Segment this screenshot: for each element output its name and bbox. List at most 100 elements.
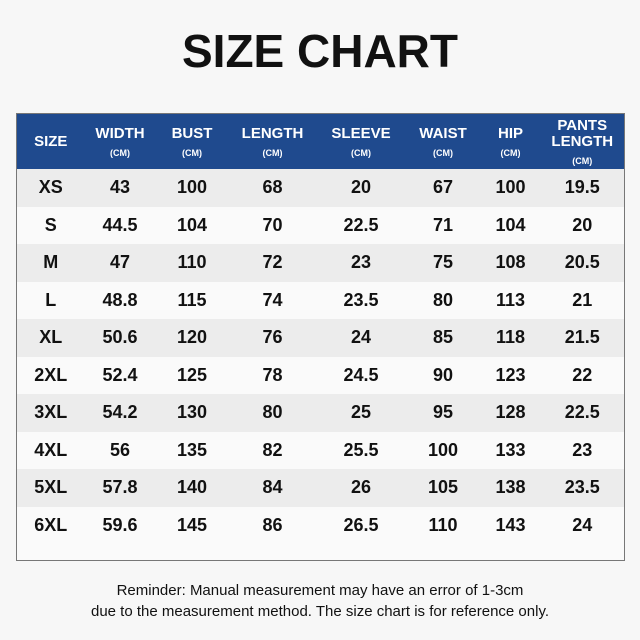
size-cell: XS [16,169,85,207]
value-cell: 70 [228,206,317,244]
header-row: SIZE WIDTH (CM) BUST (CM) LENGTH (CM) SLEEVE (CM… [16,113,625,169]
column-label: WIDTH [95,124,145,142]
value-cell: 25 [316,394,406,432]
value-cell: 110 [155,244,229,282]
value-cell: 105 [405,469,481,507]
column-label: PANTS LENGTH [551,116,614,150]
column-header: PANTS LENGTH (CM) [540,113,625,169]
value-cell: 24 [540,506,625,561]
column-label: SLEEVE [331,124,391,142]
value-cell: 57.8 [84,469,156,507]
size-cell: L [16,281,85,319]
column-unit: (CM) [182,147,202,158]
table-row: 2XL 52.4 125 78 24.5 90 123 22 [16,356,625,394]
value-cell: 44.5 [84,206,156,244]
value-cell: 115 [155,281,229,319]
column-unit: (CM) [572,155,593,166]
value-cell: 145 [155,506,229,561]
column-header: HIP (CM) [480,113,541,169]
table-row: XS 43 100 68 20 67 100 19.5 [16,169,625,207]
column-header: SIZE [16,113,85,169]
value-cell: 72 [228,244,317,282]
size-cell: M [16,244,85,282]
value-cell: 26.5 [316,506,406,561]
value-cell: 125 [155,356,229,394]
value-cell: 67 [405,169,481,207]
table-row: L 48.8 115 74 23.5 80 113 21 [16,281,625,319]
value-cell: 140 [155,469,229,507]
size-cell: 5XL [16,469,85,507]
column-unit: (CM) [351,147,371,158]
column-label: SIZE [34,132,68,150]
value-cell: 120 [155,319,229,357]
footer-line: due to the measurement method. The size … [90,603,549,620]
size-cell: 2XL [16,356,85,394]
value-cell: 23 [540,431,625,469]
size-cell: XL [16,319,85,357]
value-cell: 68 [228,169,317,207]
footer-line: Reminder: Manual measurement may have an… [116,582,524,599]
value-cell: 113 [480,281,541,319]
value-cell: 20 [316,169,406,207]
value-cell: 48.8 [84,281,156,319]
value-cell: 50.6 [84,319,156,357]
value-cell: 74 [228,281,317,319]
value-cell: 84 [228,469,317,507]
column-header: SLEEVE (CM) [316,113,406,169]
value-cell: 85 [405,319,481,357]
value-cell: 123 [480,356,541,394]
value-cell: 78 [228,356,317,394]
size-cell: 6XL [16,506,85,561]
column-label: BUST [171,124,213,142]
value-cell: 24 [316,319,406,357]
value-cell: 59.6 [84,506,156,561]
size-cell: 3XL [16,394,85,432]
value-cell: 100 [155,169,229,207]
value-cell: 54.2 [84,394,156,432]
value-cell: 22.5 [540,394,625,432]
value-cell: 90 [405,356,481,394]
footer: Reminder: Manual measurement may have an… [0,580,640,622]
column-header: WAIST (CM) [405,113,481,169]
table-row: S 44.5 104 70 22.5 71 104 20 [16,206,625,244]
table-row: XL 50.6 120 76 24 85 118 21.5 [16,319,625,357]
value-cell: 108 [480,244,541,282]
value-cell: 100 [405,431,481,469]
value-cell: 22.5 [316,206,406,244]
value-cell: 76 [228,319,317,357]
value-cell: 100 [480,169,541,207]
value-cell: 130 [155,394,229,432]
value-cell: 22 [540,356,625,394]
value-cell: 23 [316,244,406,282]
value-cell: 21.5 [540,319,625,357]
table-row: M 47 110 72 23 75 108 20.5 [16,244,625,282]
column-label: HIP [497,124,523,142]
value-cell: 24.5 [316,356,406,394]
value-cell: 25.5 [316,431,406,469]
value-cell: 23.5 [540,469,625,507]
column-unit: (CM) [262,147,283,158]
column-unit: (CM) [110,147,130,158]
value-cell: 143 [480,506,541,561]
size-cell: 4XL [16,431,85,469]
value-cell: 23.5 [316,281,406,319]
value-cell: 47 [84,244,156,282]
value-cell: 110 [405,506,481,561]
table-row: 3XL 54.2 130 80 25 95 128 22.5 [16,394,625,432]
table-row: 4XL 56 135 82 25.5 100 133 23 [16,431,625,469]
value-cell: 26 [316,469,406,507]
value-cell: 104 [480,206,541,244]
value-cell: 133 [480,431,541,469]
column-header: WIDTH (CM) [84,113,156,169]
table-row: 5XL 57.8 140 84 26 105 138 23.5 [16,469,625,507]
value-cell: 86 [228,506,317,561]
value-cell: 135 [155,431,229,469]
table-row: 6XL 59.6 145 86 26.5 110 143 24 [16,506,625,561]
column-label: LENGTH [241,124,304,142]
value-cell: 95 [405,394,481,432]
column-label: WAIST [419,124,467,142]
value-cell: 138 [480,469,541,507]
column-header: LENGTH (CM) [228,113,317,169]
size-table: SIZE WIDTH (CM) BUST (CM) LENGTH (CM) SLEEVE (CM… [16,113,625,561]
value-cell: 75 [405,244,481,282]
